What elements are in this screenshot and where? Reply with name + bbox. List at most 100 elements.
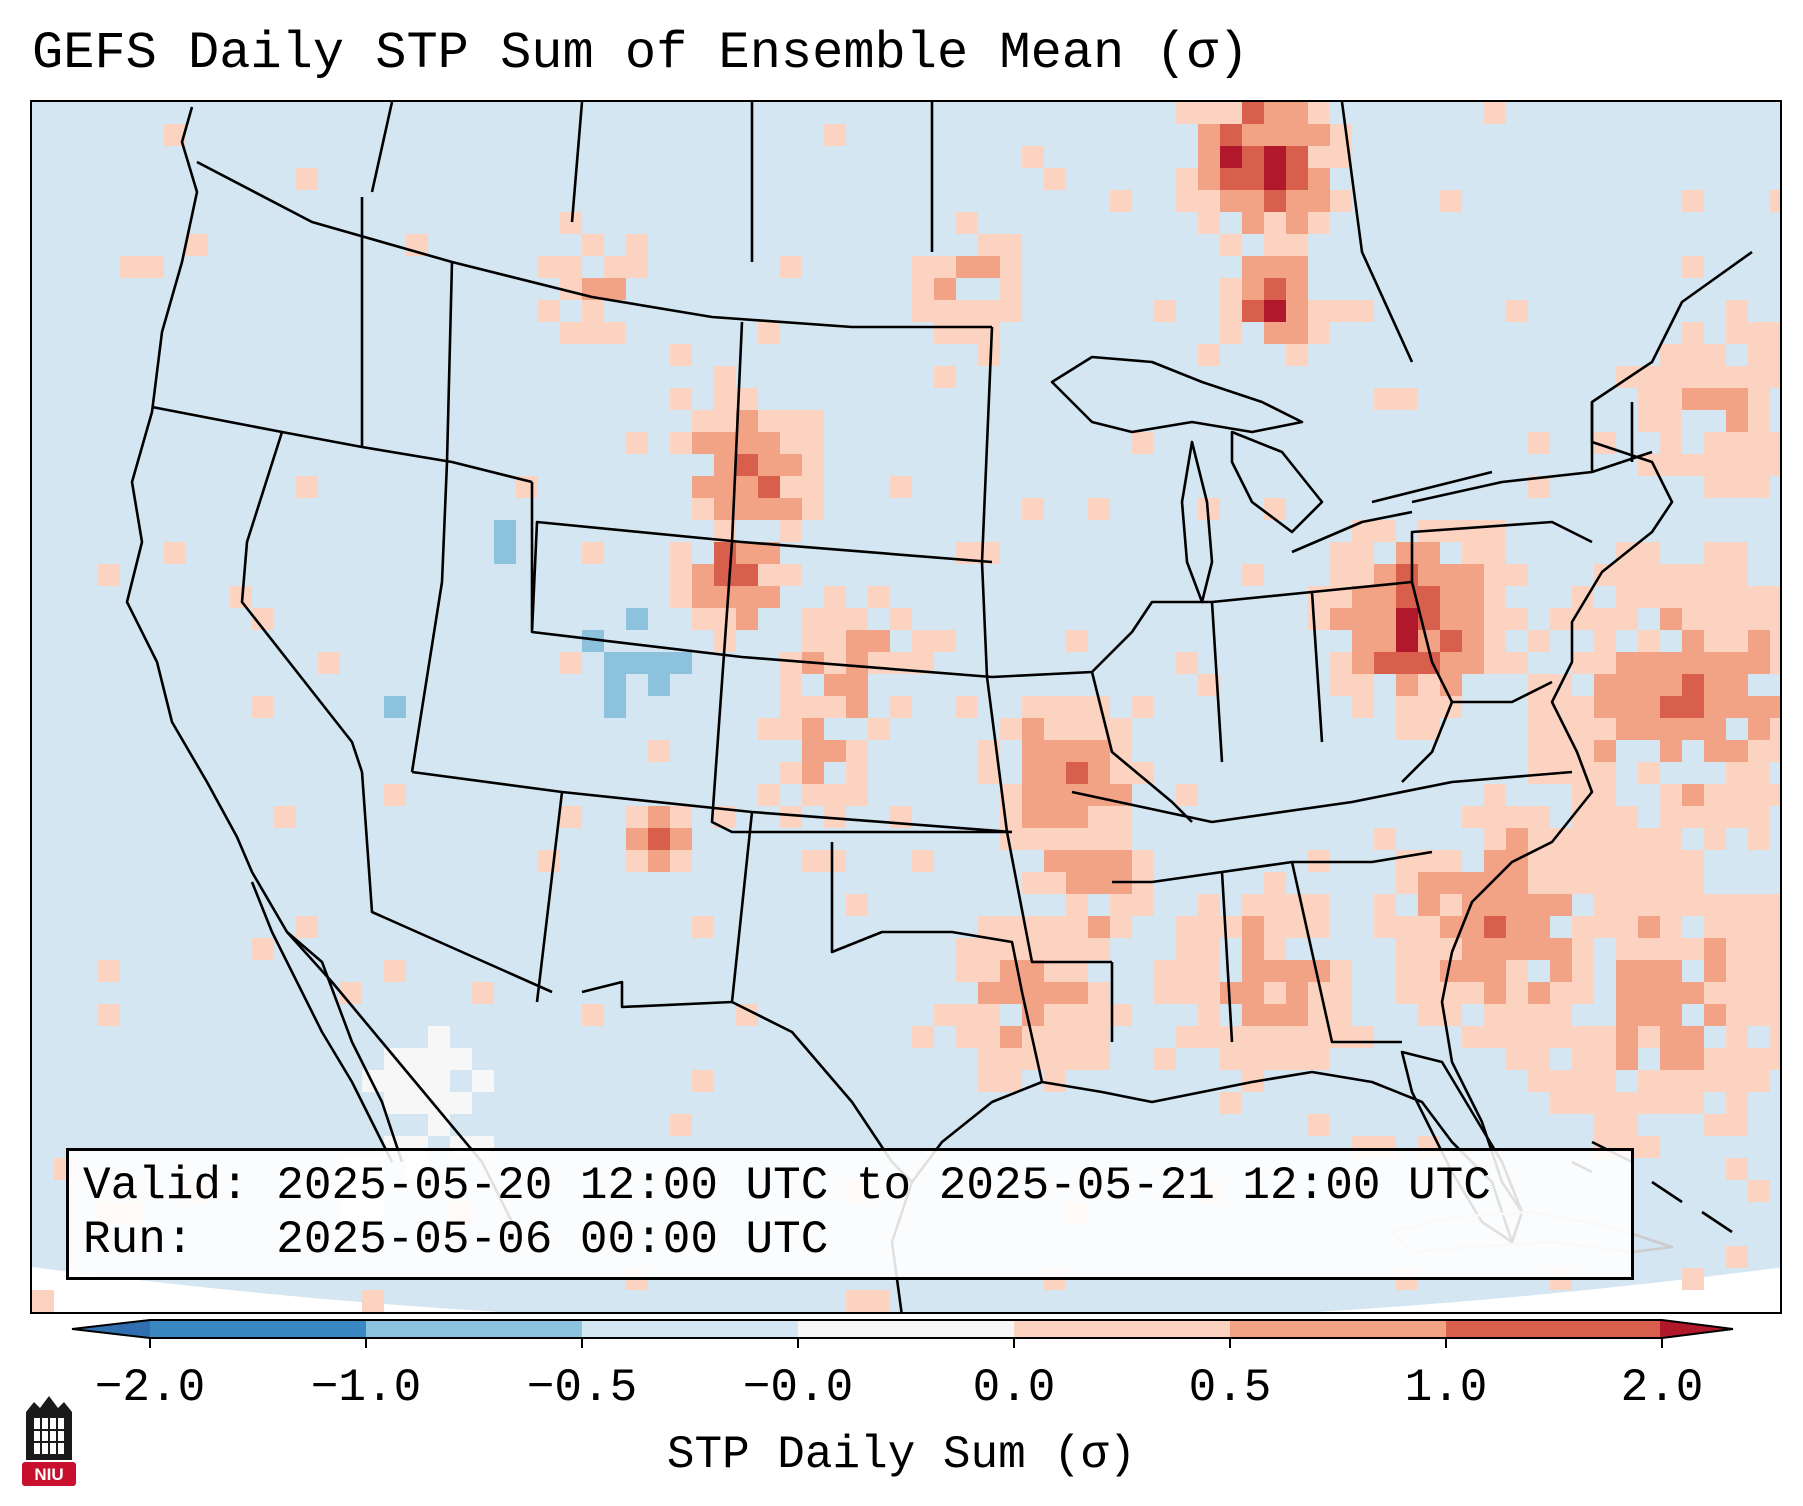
grid-cell [868, 586, 890, 608]
grid-cell [1220, 146, 1242, 168]
grid-cell [1616, 696, 1638, 718]
grid-cell [978, 256, 1000, 278]
grid-cell [1770, 740, 1780, 762]
grid-cell [1638, 1070, 1660, 1092]
grid-cell [1044, 960, 1066, 982]
grid-cell [1726, 740, 1748, 762]
grid-cell [626, 608, 648, 630]
grid-cell [1484, 630, 1506, 652]
canada-us-border [196, 160, 992, 329]
grid-cell [1726, 564, 1748, 586]
grid-cell [1022, 828, 1044, 850]
grid-cell [1374, 388, 1396, 410]
grid-cell [1770, 982, 1780, 1004]
grid-cell [1066, 938, 1088, 960]
grid-cell [1418, 982, 1440, 1004]
grid-cell [1066, 806, 1088, 828]
grid-cell [1198, 168, 1220, 190]
grid-cell [1528, 916, 1550, 938]
grid-cell [714, 564, 736, 586]
grid-cell [1286, 102, 1308, 124]
grid-cell [1352, 564, 1374, 586]
grid-cell [1594, 740, 1616, 762]
grid-cell [934, 630, 956, 652]
grid-cell [560, 212, 582, 234]
grid-cell [1286, 894, 1308, 916]
grid-cell [758, 476, 780, 498]
grid-cell [1000, 938, 1022, 960]
grid-cell [1418, 718, 1440, 740]
grid-cell [670, 564, 692, 586]
grid-cell [1308, 212, 1330, 234]
grid-cell [1418, 938, 1440, 960]
grid-cell [692, 410, 714, 432]
grid-cell [1176, 784, 1198, 806]
grid-cell [1660, 784, 1682, 806]
grid-cell [670, 388, 692, 410]
grid-cell [978, 1004, 1000, 1026]
grid-cell [758, 718, 780, 740]
logo-text: NIU [34, 1465, 63, 1484]
grid-cell [1088, 982, 1110, 1004]
grid-cell [1022, 784, 1044, 806]
grid-cell [1616, 1004, 1638, 1026]
grid-cell [1594, 1070, 1616, 1092]
grid-cell [1396, 542, 1418, 564]
colorbar-segments [150, 1320, 1662, 1338]
grid-cell [1286, 234, 1308, 256]
grid-cell [1682, 630, 1704, 652]
grid-cell [626, 806, 648, 828]
grid-cell [1704, 476, 1726, 498]
grid-cell [1308, 300, 1330, 322]
grid-cell [1770, 1048, 1780, 1070]
grid-cell [1308, 1114, 1330, 1136]
grid-cell [1770, 938, 1780, 960]
grid-cell [1704, 630, 1726, 652]
grid-cell [1616, 828, 1638, 850]
grid-cell [1198, 344, 1220, 366]
grid-cell [1198, 102, 1220, 124]
grid-cell [824, 850, 846, 872]
grid-cell [582, 542, 604, 564]
grid-cell [1682, 718, 1704, 740]
grid-cell [1066, 630, 1088, 652]
grid-cell [846, 630, 868, 652]
grid-cell [1440, 586, 1462, 608]
grid-cell [1242, 102, 1264, 124]
grid-cell [1176, 982, 1198, 1004]
grid-cell [1638, 960, 1660, 982]
grid-cell [1264, 872, 1286, 894]
grid-cell [1132, 696, 1154, 718]
grid-cell [1638, 1092, 1660, 1114]
grid-cell [1286, 146, 1308, 168]
grid-cell [934, 1004, 956, 1026]
grid-cell [1088, 1004, 1110, 1026]
grid-cell [1484, 872, 1506, 894]
grid-cell [1330, 608, 1352, 630]
grid-cell [1682, 256, 1704, 278]
grid-cell [1066, 1004, 1088, 1026]
grid-cell [912, 300, 934, 322]
grid-cell [1616, 1092, 1638, 1114]
grid-cell [670, 850, 692, 872]
state-boundaries [151, 197, 1653, 1183]
grid-cell [1220, 322, 1242, 344]
grid-cell [1770, 1004, 1780, 1026]
grid-cell [1506, 1048, 1528, 1070]
grid-cell [1264, 212, 1286, 234]
grid-cell [1110, 828, 1132, 850]
grid-cell [1484, 982, 1506, 1004]
grid-cell [1088, 916, 1110, 938]
grid-cell [846, 1290, 868, 1312]
grid-cell [1506, 850, 1528, 872]
grid-cell [1726, 1246, 1748, 1268]
grid-cell [1220, 300, 1242, 322]
grid-cell [1682, 454, 1704, 476]
tick-label: 1.0 [1404, 1362, 1488, 1414]
grid-cell [780, 696, 802, 718]
grid-cell [1660, 1026, 1682, 1048]
grid-cell [296, 476, 318, 498]
grid-cell [1726, 938, 1748, 960]
grid-cell [1396, 938, 1418, 960]
grid-cell [1572, 784, 1594, 806]
